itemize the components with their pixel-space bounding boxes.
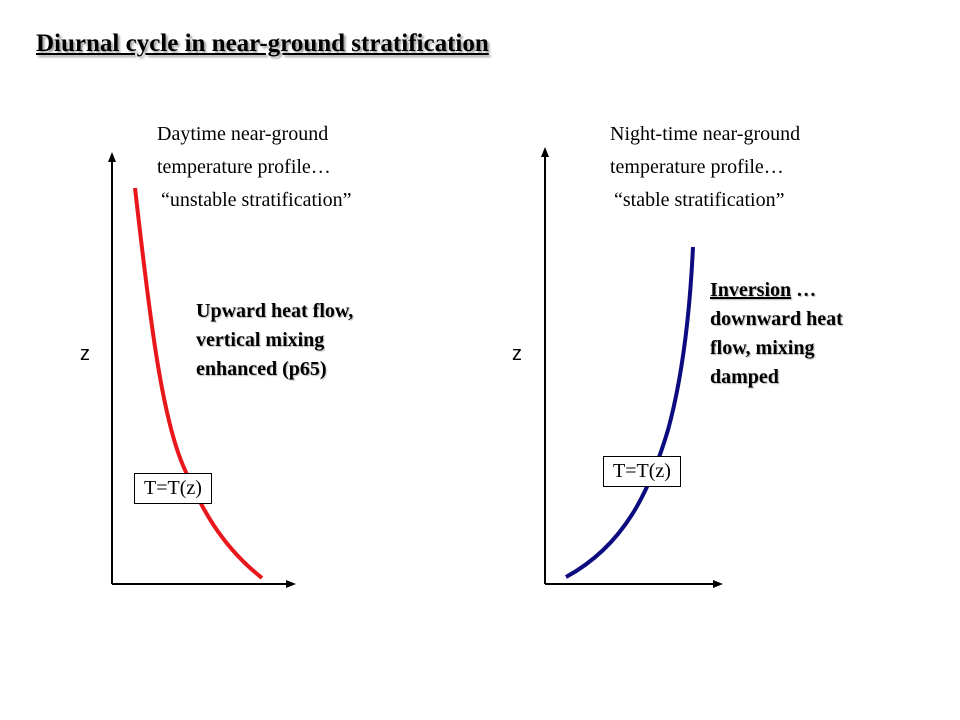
day-temperature-curve bbox=[133, 187, 264, 580]
day-caption-line-1: Daytime near-ground bbox=[157, 123, 329, 145]
night-caption: Night-time near-ground temperature profi… bbox=[610, 118, 800, 217]
night-note-line-4: damped bbox=[710, 366, 779, 388]
day-equation-box: T=T(z) bbox=[134, 473, 212, 504]
night-caption-line-3: “stable stratification” bbox=[614, 189, 785, 211]
night-note-line-3: flow, mixing bbox=[710, 337, 815, 359]
night-note-line-1: Inversion … bbox=[710, 276, 843, 305]
day-caption-line-2: temperature profile… bbox=[157, 156, 331, 178]
day-note-line-3: enhanced (p65) bbox=[196, 358, 327, 380]
day-note-line-1: Upward heat flow, bbox=[196, 300, 354, 322]
inversion-ellipsis: … bbox=[791, 279, 817, 301]
night-caption-line-1: Night-time near-ground bbox=[610, 123, 801, 145]
night-temperature-curve bbox=[565, 246, 695, 579]
night-z-label: z bbox=[512, 343, 522, 365]
day-note-line-2: vertical mixing bbox=[196, 329, 325, 351]
day-note: Upward heat flow, vertical mixing enhanc… bbox=[196, 297, 353, 384]
night-caption-line-2: temperature profile… bbox=[610, 156, 784, 178]
night-note-line-2: downward heat bbox=[710, 308, 843, 330]
day-z-label: z bbox=[80, 343, 90, 365]
day-caption: Daytime near-ground temperature profile…… bbox=[157, 118, 351, 217]
night-note: Inversion … downward heat flow, mixing d… bbox=[710, 276, 843, 392]
day-caption-line-3: “unstable stratification” bbox=[161, 189, 352, 211]
night-equation-box: T=T(z) bbox=[603, 456, 681, 487]
inversion-word: Inversion bbox=[710, 279, 792, 301]
slide-title: Diurnal cycle in near-ground stratificat… bbox=[36, 30, 489, 57]
